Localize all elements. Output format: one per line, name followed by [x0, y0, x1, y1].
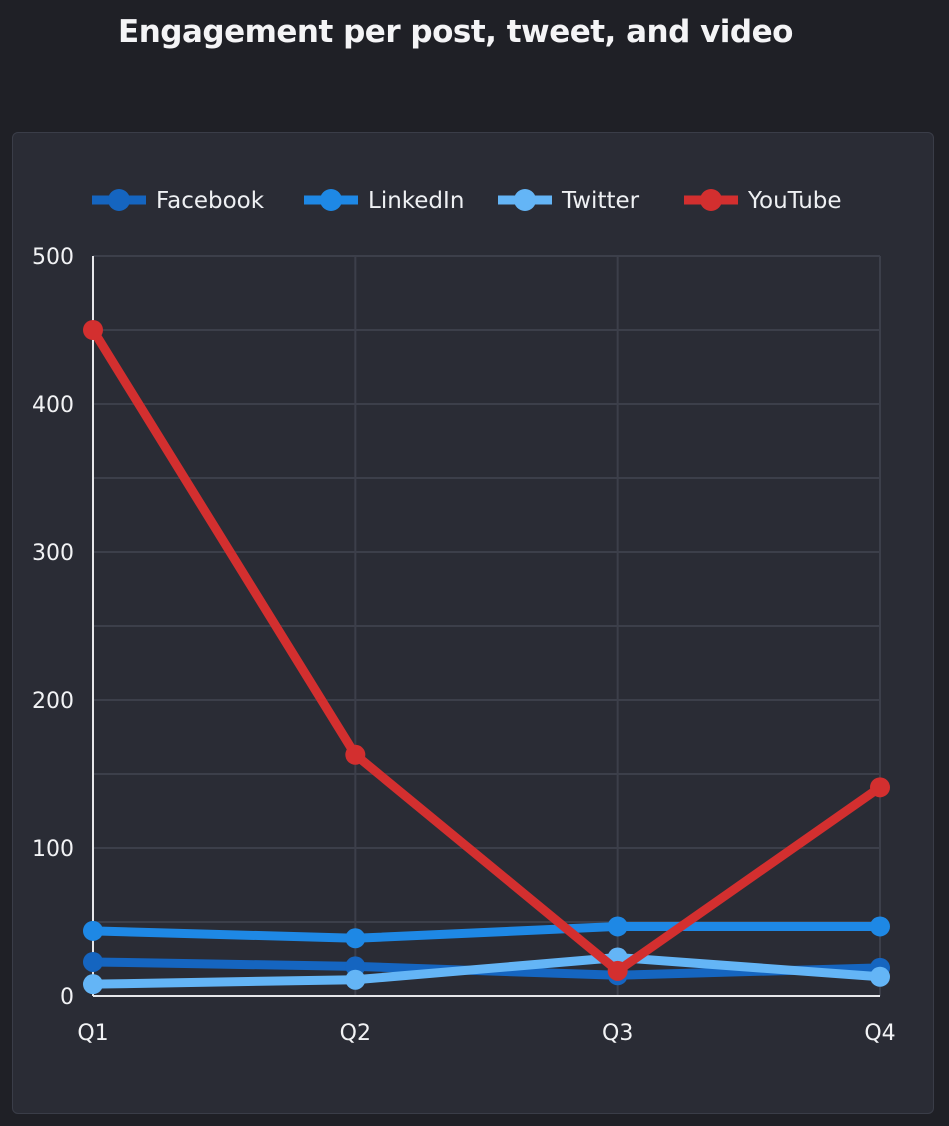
x-tick-label: Q3	[602, 1021, 633, 1046]
data-point[interactable]	[345, 744, 366, 765]
legend: Facebook LinkedIn Twitter YouTube	[92, 188, 842, 214]
series-line	[88, 953, 885, 989]
data-point[interactable]	[870, 966, 890, 987]
grid-lines	[92, 255, 881, 997]
legend-item-facebook[interactable]: Facebook	[92, 188, 265, 214]
data-point[interactable]	[345, 969, 366, 990]
data-point[interactable]	[83, 920, 103, 941]
legend-item-twitter[interactable]: Twitter	[498, 188, 640, 214]
data-point[interactable]	[607, 916, 628, 937]
chart-panel	[12, 132, 934, 1114]
legend-swatch-marker	[320, 189, 342, 211]
legend-swatch-marker	[514, 189, 536, 211]
data-point[interactable]	[607, 960, 628, 981]
y-axis-ticks: 0 100 200 300 400 500	[32, 245, 74, 1010]
legend-swatch-marker	[700, 189, 722, 211]
axes	[92, 256, 880, 997]
chart-title: Engagement per post, tweet, and video	[118, 14, 793, 50]
series-line	[88, 921, 885, 943]
y-tick-label: 500	[32, 245, 74, 270]
legend-label: LinkedIn	[368, 188, 464, 214]
data-point[interactable]	[345, 928, 366, 949]
legend-item-youtube[interactable]: YouTube	[684, 188, 842, 214]
series-linkedin	[83, 916, 890, 949]
x-tick-label: Q2	[340, 1021, 371, 1046]
data-point[interactable]	[83, 320, 103, 340]
data-point[interactable]	[83, 951, 103, 972]
y-tick-label: 300	[32, 541, 74, 566]
series-line	[88, 325, 885, 976]
y-tick-label: 0	[60, 985, 74, 1010]
y-tick-label: 400	[32, 393, 74, 418]
data-point[interactable]	[83, 974, 103, 995]
series-twitter	[83, 947, 890, 995]
data-point[interactable]	[870, 777, 890, 798]
x-axis-ticks: Q1 Q2 Q3 Q4	[77, 1021, 895, 1046]
y-tick-label: 200	[32, 689, 74, 714]
series-lines	[83, 320, 890, 995]
series-youtube	[83, 320, 890, 981]
legend-item-linkedin[interactable]: LinkedIn	[304, 188, 464, 214]
data-point[interactable]	[870, 916, 890, 937]
y-tick-label: 100	[32, 837, 74, 862]
legend-swatch-marker	[108, 189, 130, 211]
legend-label: Twitter	[561, 188, 640, 214]
legend-label: YouTube	[747, 188, 842, 214]
legend-label: Facebook	[156, 188, 265, 214]
x-tick-label: Q1	[77, 1021, 108, 1046]
x-tick-label: Q4	[864, 1021, 895, 1046]
